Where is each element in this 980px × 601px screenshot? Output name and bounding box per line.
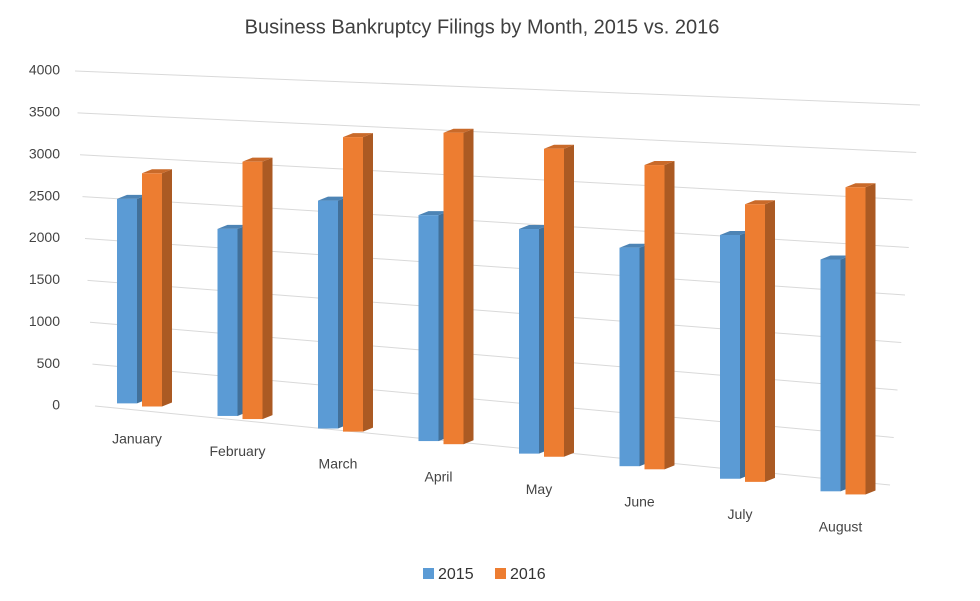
bar	[117, 198, 137, 404]
bar	[619, 247, 640, 467]
bar-group	[343, 133, 373, 432]
grid-line	[84, 238, 906, 296]
bar	[644, 165, 665, 470]
grid-line	[87, 279, 902, 343]
bar-group	[644, 161, 675, 470]
bar-top	[318, 196, 348, 201]
legend-label: 2016	[510, 566, 546, 583]
y-tick-label: 3000	[29, 145, 60, 161]
bar-side	[664, 161, 675, 470]
bar	[519, 229, 539, 454]
bar-top	[644, 161, 675, 166]
x-tick-label: January	[112, 431, 162, 447]
bar-top	[443, 128, 474, 133]
y-tick-label: 3500	[29, 104, 60, 120]
bar-group	[745, 200, 775, 482]
x-tick-label: March	[319, 456, 358, 472]
bar-top	[418, 211, 449, 216]
legend-swatch	[423, 568, 434, 579]
grid-line	[89, 321, 898, 391]
y-tick-label: 1500	[29, 271, 60, 287]
x-tick-label: April	[424, 468, 452, 484]
chart-title: Business Bankruptcy Filings by Month, 20…	[245, 16, 720, 38]
bar-side	[363, 133, 373, 432]
bar-top	[820, 255, 851, 260]
bar-side	[765, 200, 775, 482]
bar-side	[463, 128, 474, 445]
bar	[443, 132, 464, 445]
bar-top	[142, 169, 172, 174]
bar	[418, 215, 439, 442]
bar-top	[619, 243, 650, 248]
y-tick-label: 2000	[29, 229, 60, 245]
bar-group	[845, 183, 876, 495]
bar	[820, 259, 841, 492]
bar-top	[745, 200, 775, 205]
legend-swatch	[495, 568, 506, 579]
y-tick-label: 2500	[29, 187, 60, 203]
x-tick-label: July	[728, 506, 753, 522]
bar-side	[162, 169, 172, 407]
bar	[242, 161, 263, 420]
legend-label: 2015	[438, 566, 474, 583]
bar	[544, 148, 564, 457]
x-tick-label: August	[819, 519, 863, 535]
bar-top	[720, 230, 750, 235]
y-tick-label: 4000	[29, 62, 60, 78]
bar	[745, 204, 765, 482]
x-tick-label: February	[209, 443, 265, 459]
bar-group	[544, 144, 574, 457]
x-tick-label: May	[526, 481, 552, 497]
bar	[318, 200, 338, 429]
bar-group	[242, 157, 273, 420]
x-tick-label: June	[624, 493, 655, 509]
bar-top	[242, 157, 273, 162]
bar	[142, 173, 162, 407]
bar-side	[564, 144, 574, 457]
bar	[720, 234, 740, 479]
grid-line	[77, 112, 917, 153]
bar-top	[544, 144, 574, 149]
bar	[217, 228, 238, 416]
bar	[845, 187, 866, 495]
bar-top	[519, 225, 549, 230]
bar-top	[217, 224, 248, 229]
bar	[343, 137, 363, 432]
grid-line	[82, 196, 909, 248]
y-tick-label: 0	[52, 397, 60, 413]
bar-top	[117, 194, 147, 199]
y-tick-label: 500	[37, 355, 61, 371]
bar-top	[343, 133, 373, 138]
bar-top	[845, 183, 876, 188]
grid-line	[79, 154, 913, 201]
bar-group	[443, 128, 474, 445]
y-tick-label: 1000	[29, 313, 60, 329]
bar-group	[142, 169, 172, 407]
grid-line	[74, 70, 921, 106]
bar-side	[262, 157, 273, 420]
bar-side	[865, 183, 876, 495]
